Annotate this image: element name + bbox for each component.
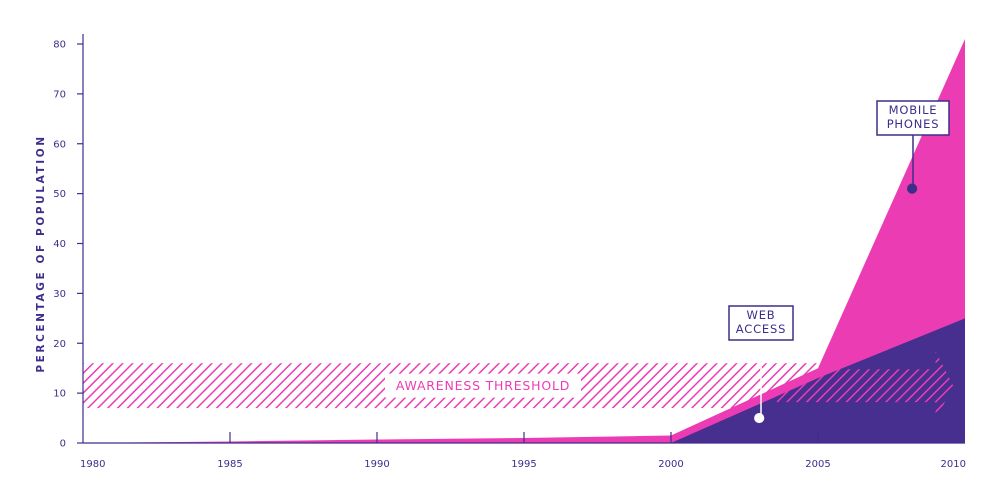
y-tick-label: 70 [53,89,66,100]
y-axis-label: PERCENTAGE OF POPULATION [35,134,47,372]
x-tick-label: 2010 [941,459,966,470]
x-axis-ticks: 1980 1985 1990 1995 2000 2005 2010 [80,432,966,470]
callout-box [728,305,794,341]
x-tick-label: 1990 [364,459,389,470]
callout-dot [754,412,765,424]
x-tick-label: 2005 [805,459,830,470]
y-tick-label: 0 [60,439,66,450]
awareness-threshold-label: AWARENESS THRESHOLD [396,378,570,393]
callout-dot [906,183,918,194]
y-tick-label: 30 [53,289,66,300]
callout-label-line: MOBILE [889,103,938,117]
x-tick-label: 1980 [80,459,105,470]
y-tick-label: 10 [53,389,66,400]
y-tick-label: 60 [53,139,66,150]
web-access-area [83,318,965,443]
callout-box [876,100,950,136]
callout-label-line: PHONES [887,117,940,131]
callout-label-line: ACCESS [736,322,786,336]
y-axis-ticks: 0 10 20 30 40 50 60 70 80 [53,40,83,450]
awareness-threshold-label-box [385,373,581,398]
y-tick-label: 20 [53,339,66,350]
y-tick-label: 40 [53,239,66,250]
callout-label-line: WEB [747,308,776,322]
x-tick-label: 1985 [217,459,242,470]
y-tick-label: 80 [53,40,66,51]
awareness-threshold-arrow [776,351,954,421]
x-tick-label: 1995 [511,459,536,470]
y-tick-label: 50 [53,189,66,200]
x-tick-label: 2000 [658,459,683,470]
